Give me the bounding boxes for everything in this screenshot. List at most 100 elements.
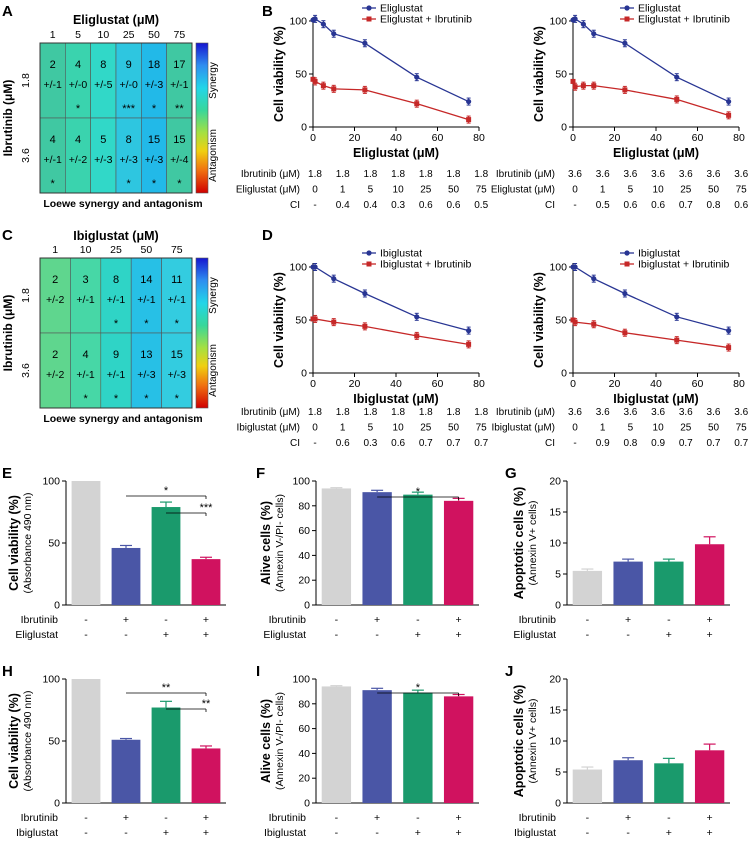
data-point (331, 86, 337, 92)
colorbar-label-antagonism: Antagonism (208, 129, 219, 182)
heatmap-cell-error: +/-3 (137, 369, 156, 381)
condition-sign: + (374, 614, 380, 626)
series-line (313, 266, 469, 332)
heatmap-cell-error: +/-2 (69, 154, 88, 166)
table-cell: 50 (448, 423, 460, 434)
table-cell: 3.6 (651, 169, 665, 180)
y-tick-label: 50 (555, 315, 567, 327)
x-tick-label: 40 (390, 378, 402, 390)
table-cell: 0.6 (623, 200, 637, 211)
y-axis-title: Alive cells (%) (259, 699, 273, 783)
heatmap-cell-value: 2 (52, 274, 58, 286)
table-cell: 3.6 (679, 169, 693, 180)
heatmap-col-label: 50 (148, 29, 160, 41)
condition-sign: + (666, 629, 672, 641)
heatmap-cell-error: +/-3 (168, 369, 187, 381)
x-tick-label: 40 (650, 132, 662, 144)
series-line (572, 18, 729, 103)
table-cell: 0.6 (447, 200, 461, 211)
condition-sign: - (164, 812, 168, 824)
table-cell: 0.3 (391, 200, 405, 211)
data-point (622, 330, 628, 336)
y-tick-label: 0 (555, 600, 561, 612)
table-cell: - (313, 200, 316, 211)
y-tick-label: 5 (555, 569, 561, 581)
condition-sign: - (84, 812, 88, 824)
heatmap-col-label: 75 (173, 29, 185, 41)
y-axis-title: Cell viability (%) (532, 272, 546, 368)
bar (443, 696, 474, 803)
table-cell: 0.7 (679, 438, 693, 449)
heatmap-cell-value: 14 (140, 274, 152, 286)
table-cell: 3.6 (623, 407, 637, 418)
condition-sign: + (707, 827, 713, 839)
y-tick-label: 80 (298, 500, 310, 512)
heatmap-row-label: 1.8 (20, 288, 32, 303)
data-point (726, 112, 732, 118)
heatmap-caption: Loewe synergy and antagonism (43, 413, 202, 425)
table-cell: 1.8 (474, 169, 488, 180)
table-cell: 5 (368, 423, 374, 434)
heatmap-cell-error: +/-1 (43, 79, 62, 91)
y-tick-label: 5 (555, 767, 561, 779)
heatmap-cell-value: 9 (113, 349, 119, 361)
table-cell: 3.6 (596, 169, 610, 180)
heatmap-col-label: 10 (97, 29, 109, 41)
condition-label: Ibrutinib (269, 614, 307, 626)
condition-label: Eliglustat (15, 629, 58, 641)
y-axis-subtitle: (Annexin V+ cells) (527, 699, 539, 784)
x-tick-label: 20 (349, 378, 361, 390)
x-tick-label: 60 (432, 378, 444, 390)
table-cell: 1.8 (336, 169, 350, 180)
data-point (572, 264, 578, 270)
table-cell: 1.8 (363, 407, 377, 418)
bar (321, 488, 352, 605)
bar (151, 707, 181, 803)
heatmap-cell-error: +/-0 (119, 79, 138, 91)
data-point (312, 316, 318, 322)
heatmap-cell-value: 5 (100, 134, 106, 146)
legend-marker (624, 5, 630, 11)
heatmap-cell (65, 117, 91, 194)
y-tick-label: 0 (561, 122, 567, 134)
bar (694, 750, 725, 803)
heatmap-cell-value: 13 (140, 349, 152, 361)
condition-sign: - (626, 629, 630, 641)
heatmap-cell-error: +/-1 (137, 294, 156, 306)
y-tick-label: 0 (304, 798, 310, 810)
condition-label: Eliglustat (263, 629, 306, 641)
heatmap-cell-value: 2 (50, 59, 56, 71)
y-tick-label: 60 (298, 525, 310, 537)
table-cell: 0.5 (596, 200, 610, 211)
panel-letter-f: F (256, 465, 265, 482)
table-row-label: Ibiglustat (μM) (236, 423, 300, 434)
condition-sign: - (586, 812, 590, 824)
y-tick-label: 100 (549, 262, 567, 274)
condition-sign: + (625, 614, 631, 626)
legend-label: Ibiglustat + Ibrutinib (380, 259, 472, 271)
y-axis-subtitle: (Annexin V-/PI- cells) (274, 692, 286, 790)
table-cell: 1.8 (391, 407, 405, 418)
data-point (320, 83, 326, 89)
x-tick-label: 60 (432, 132, 444, 144)
table-cell: 0 (312, 423, 318, 434)
data-point (414, 333, 420, 339)
table-cell: 1 (600, 423, 606, 434)
condition-sign: - (626, 827, 630, 839)
y-tick-label: 20 (549, 476, 561, 488)
series-line (572, 81, 729, 116)
data-point (312, 264, 318, 270)
heatmap-significance-star: * (83, 393, 88, 405)
panel-letter-d: D (262, 227, 273, 244)
x-tick-label: 60 (692, 132, 704, 144)
heatmap-cell-error: +/-3 (145, 154, 164, 166)
y-axis-title: Alive cells (%) (259, 501, 273, 585)
bar (321, 686, 352, 803)
condition-sign: + (203, 629, 209, 641)
table-cell: 0 (572, 423, 578, 434)
condition-label: Ibiglustat (264, 827, 306, 839)
heatmap-col-label: 50 (141, 244, 153, 256)
condition-sign: - (84, 629, 88, 641)
